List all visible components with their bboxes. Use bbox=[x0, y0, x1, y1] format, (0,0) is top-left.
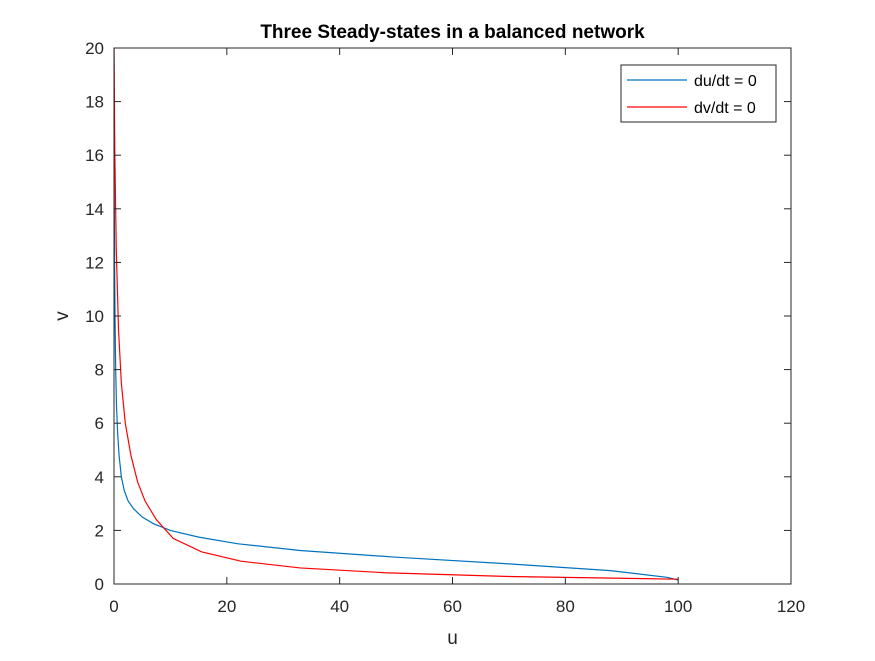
y-tick-label: 12 bbox=[85, 253, 104, 272]
x-axis-label: u bbox=[447, 628, 458, 649]
series-layer bbox=[114, 48, 679, 581]
x-tick-label: 80 bbox=[556, 597, 575, 616]
y-axis-label: v bbox=[52, 311, 73, 321]
ticks-layer: 0 20 40 60 80 100 120 0 2 4 6 8 10 12 14 16 18 20 bbox=[85, 39, 805, 616]
legend-label-dv-dt: dv/dt = 0 bbox=[694, 100, 756, 117]
series-line-du-dt bbox=[114, 48, 679, 581]
legend-box bbox=[620, 64, 777, 123]
x-tick-label: 60 bbox=[443, 597, 462, 616]
y-tick-label: 4 bbox=[95, 468, 104, 487]
x-tick-label: 20 bbox=[217, 597, 236, 616]
legend: du/dt = 0 dv/dt = 0 bbox=[620, 64, 777, 123]
chart-title: Three Steady-states in a balanced networ… bbox=[260, 22, 645, 43]
y-tick-label: 10 bbox=[85, 307, 104, 326]
y-tick-label: 14 bbox=[85, 200, 104, 219]
series-line-dv-dt bbox=[114, 48, 679, 580]
y-tick-label: 2 bbox=[95, 521, 104, 540]
legend-label-du-dt: du/dt = 0 bbox=[694, 73, 757, 90]
x-tick-label: 100 bbox=[664, 597, 692, 616]
y-tick-label: 0 bbox=[95, 575, 104, 594]
y-tick-label: 8 bbox=[95, 361, 104, 380]
y-tick-label: 6 bbox=[95, 414, 104, 433]
x-tick-label: 0 bbox=[109, 597, 118, 616]
x-tick-label: 40 bbox=[330, 597, 349, 616]
y-tick-label: 18 bbox=[85, 93, 104, 112]
y-tick-label: 20 bbox=[85, 39, 104, 58]
y-tick-label: 16 bbox=[85, 146, 104, 165]
x-tick-label: 120 bbox=[777, 597, 805, 616]
plot-area bbox=[114, 48, 791, 584]
